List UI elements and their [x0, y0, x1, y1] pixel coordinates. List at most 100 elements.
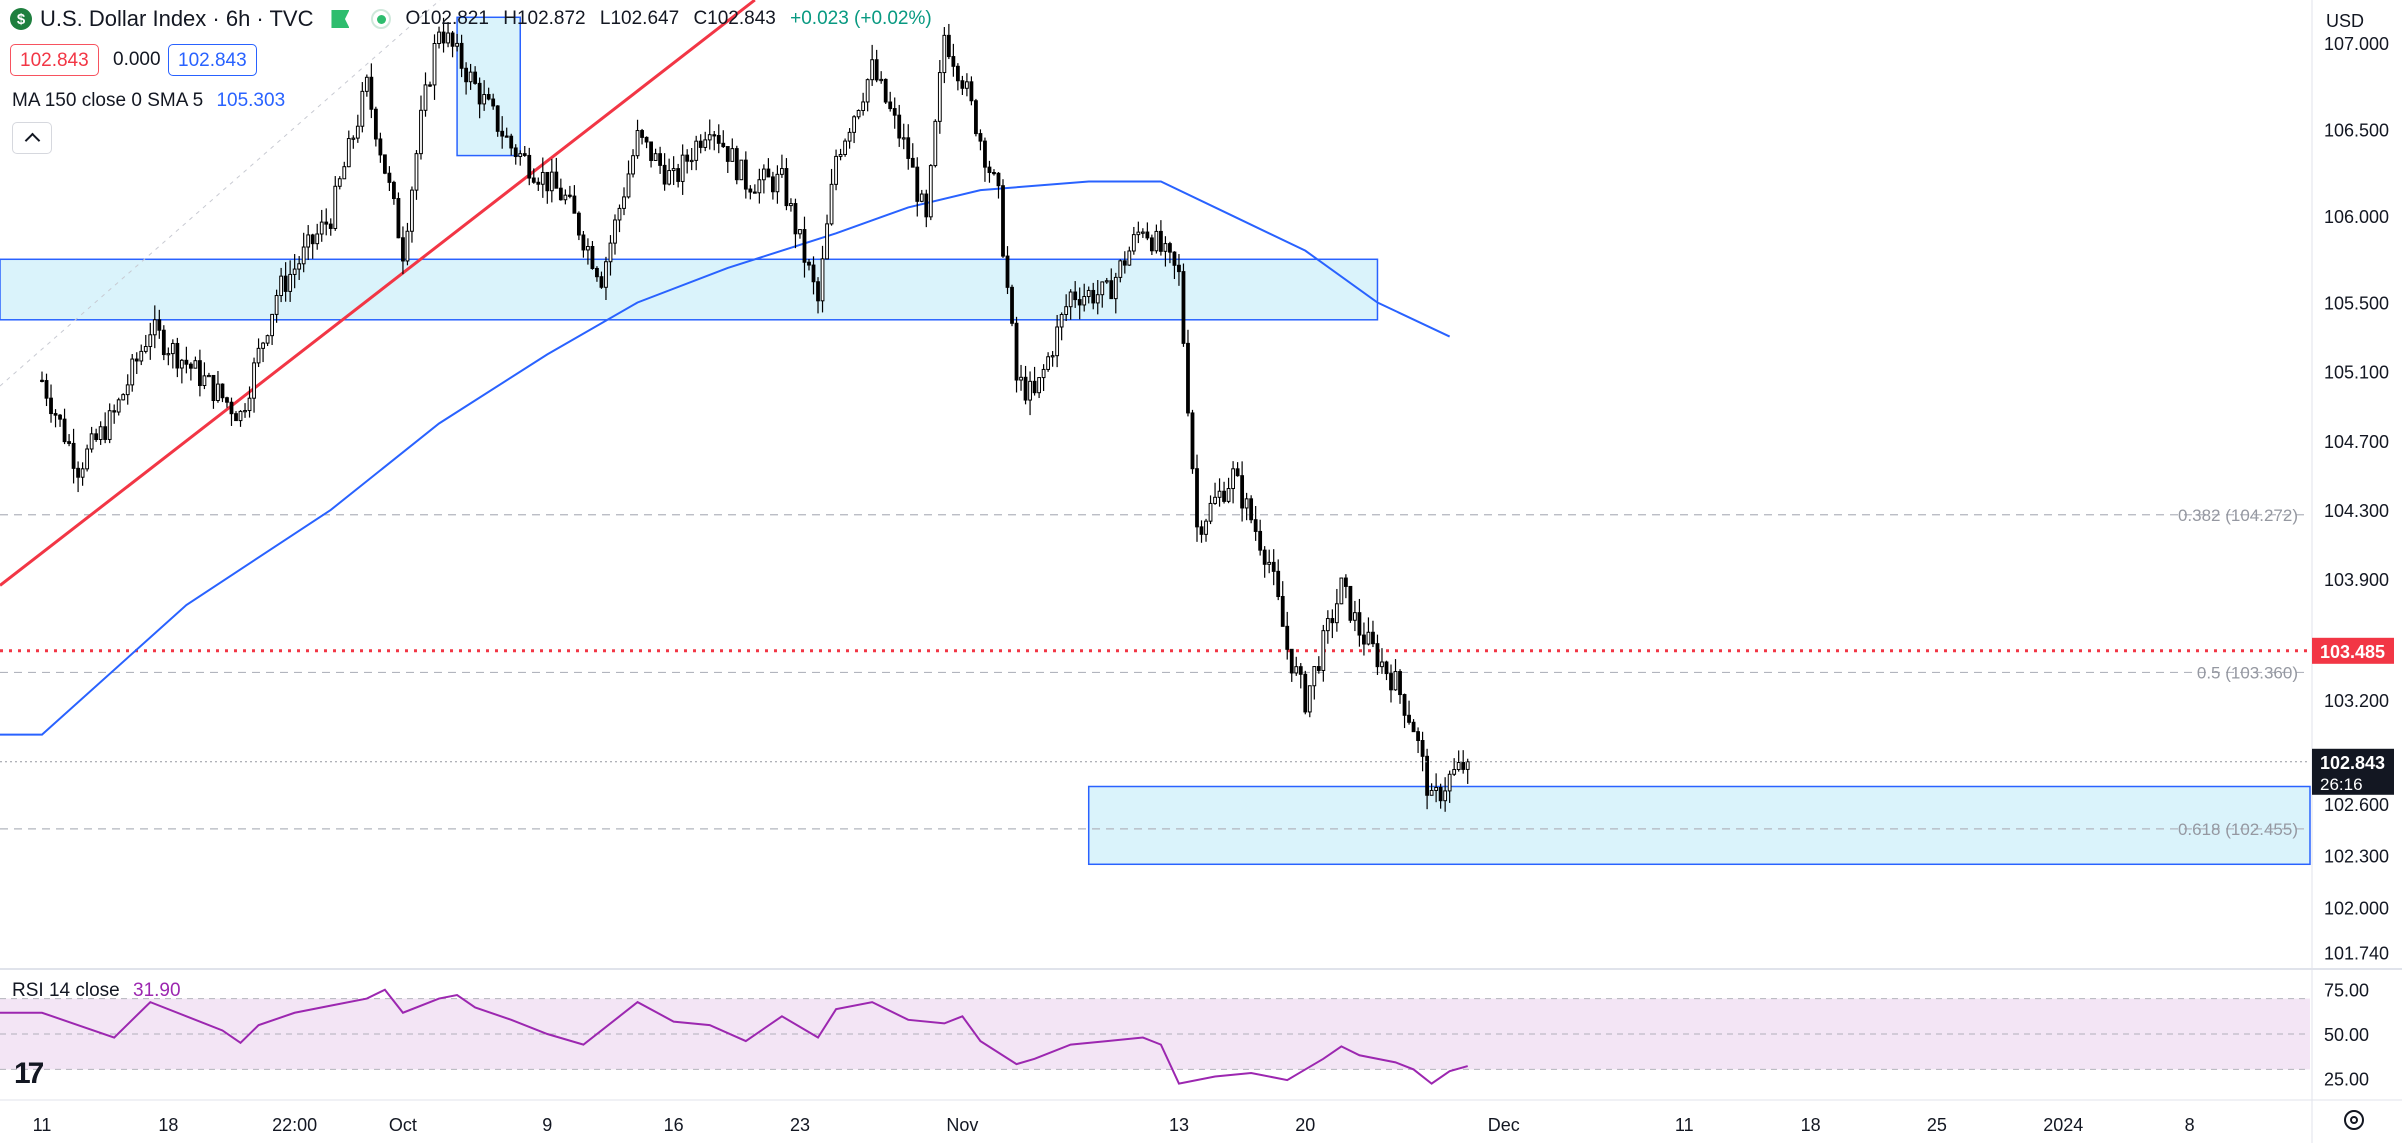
candle-body — [1190, 412, 1195, 470]
time-tick-label: 9 — [542, 1115, 552, 1135]
alert-price-tag — [2312, 637, 2394, 664]
candle-body — [1199, 526, 1204, 535]
time-tick-label: 2024 — [2043, 1115, 2083, 1135]
tradingview-logo-icon[interactable]: 17 — [14, 1057, 44, 1090]
candle-body — [608, 242, 613, 263]
gear-icon[interactable] — [2344, 1110, 2364, 1130]
market-status-icon[interactable] — [371, 9, 392, 29]
candle-body — [247, 397, 252, 412]
candle-body — [626, 173, 631, 198]
candle-body — [1348, 585, 1353, 621]
candle-body — [1357, 612, 1362, 636]
candle-body — [960, 80, 965, 89]
candle-body — [901, 137, 906, 140]
rsi-legend-value: 31.90 — [133, 980, 181, 1001]
candle-body — [581, 234, 586, 251]
candle-body — [1086, 289, 1091, 298]
candle-body — [315, 233, 320, 245]
time-tick-label: 25 — [1927, 1115, 1947, 1135]
candle-body — [978, 133, 983, 142]
candle-body — [360, 90, 365, 127]
candle-body — [631, 155, 635, 175]
currency-selector[interactable]: USD — [2326, 11, 2365, 31]
price-axis[interactable]: 107.000 106.500 106.000 105.500 105.100 104.7… — [2324, 34, 2389, 963]
symbol-title[interactable]: U.S. Dollar Index · 6h · TVC — [40, 6, 314, 31]
ma-legend[interactable]: MA 150 close 0 SMA 5 105.303 — [12, 90, 285, 112]
candle-body — [1353, 612, 1357, 621]
time-tick-label: 16 — [664, 1115, 684, 1135]
candle-body — [179, 359, 184, 369]
candle-body — [1222, 490, 1226, 502]
candle-body — [1145, 231, 1150, 239]
candles — [40, 17, 1470, 812]
candle-body — [446, 32, 450, 44]
spread-value: 0.000 — [113, 49, 161, 70]
candle-body — [802, 229, 807, 263]
candle-body — [1014, 322, 1019, 381]
candle-body — [261, 342, 265, 349]
candle-body — [387, 172, 392, 183]
collapse-legend-button[interactable] — [12, 122, 52, 154]
candle-body — [85, 448, 90, 470]
candle-body — [333, 185, 338, 229]
time-axis[interactable]: 11 18 22:00 Oct 9 16 23 Nov 13 20 Dec 11 18 25 2024 8 — [33, 1115, 2195, 1135]
candle-body — [121, 394, 126, 401]
candle-body — [599, 276, 604, 288]
candle-body — [1235, 468, 1240, 477]
candle-body — [495, 105, 500, 132]
candle-body — [143, 346, 148, 352]
candle-body — [825, 223, 829, 260]
zone-rect-1 — [1087, 785, 2311, 866]
candle-body — [396, 198, 401, 239]
candle-body — [378, 138, 383, 156]
price-tick-label: 105.500 — [2324, 294, 2389, 314]
candle-body — [919, 193, 924, 202]
ma-legend-label: MA 150 close 0 SMA 5 — [12, 90, 204, 111]
candle-body — [888, 101, 893, 110]
close-value: C102.843 — [693, 8, 776, 29]
price-tick-label: 104.700 — [2324, 432, 2389, 452]
candle-body — [157, 319, 162, 331]
candle-body — [924, 193, 929, 218]
candle-body — [1213, 496, 1217, 504]
price-tick-label: 103.900 — [2324, 570, 2389, 590]
buy-price-button[interactable]: 102.843 — [168, 44, 257, 76]
candle-body — [1172, 251, 1177, 266]
candle-body — [351, 137, 356, 140]
flag-icon[interactable] — [331, 10, 350, 28]
candle-body — [342, 166, 347, 180]
candle-body — [319, 221, 324, 235]
candle-body — [432, 43, 437, 86]
rsi-legend[interactable]: RSI 14 close 31.90 — [12, 980, 181, 1002]
candle-body — [310, 234, 315, 245]
sell-price-button[interactable]: 102.843 — [10, 44, 99, 76]
candle-body — [870, 59, 875, 81]
price-tick-label: 106.000 — [2324, 207, 2389, 227]
fib-label-0: 0.382 (104.272) — [2178, 506, 2298, 525]
candle-body — [1312, 666, 1317, 687]
candle-body — [1262, 549, 1267, 565]
candle-body — [748, 188, 753, 193]
candle-body — [252, 362, 256, 399]
candle-body — [567, 194, 572, 197]
candle-body — [1195, 468, 1199, 528]
candle-body — [265, 335, 270, 344]
candle-body — [279, 275, 284, 297]
candle-body — [364, 76, 369, 92]
candle-body — [94, 433, 99, 440]
time-tick-label: 23 — [790, 1115, 810, 1135]
candle-body — [1186, 342, 1190, 414]
candle-body — [1181, 271, 1186, 344]
trendline[interactable] — [0, 0, 756, 587]
candle-body — [951, 56, 956, 67]
candle-body — [1366, 631, 1371, 645]
candle-body — [1285, 625, 1290, 650]
time-tick-label: Dec — [1488, 1115, 1520, 1135]
candle-body — [1420, 740, 1425, 757]
fib-levels: 0.382 (104.272) 0.5 (103.360) 0.618 (102.4… — [0, 506, 2394, 839]
candle-body — [202, 375, 207, 387]
candle-body — [1334, 603, 1339, 624]
candle-body — [1343, 577, 1348, 587]
candle-body — [148, 334, 153, 348]
